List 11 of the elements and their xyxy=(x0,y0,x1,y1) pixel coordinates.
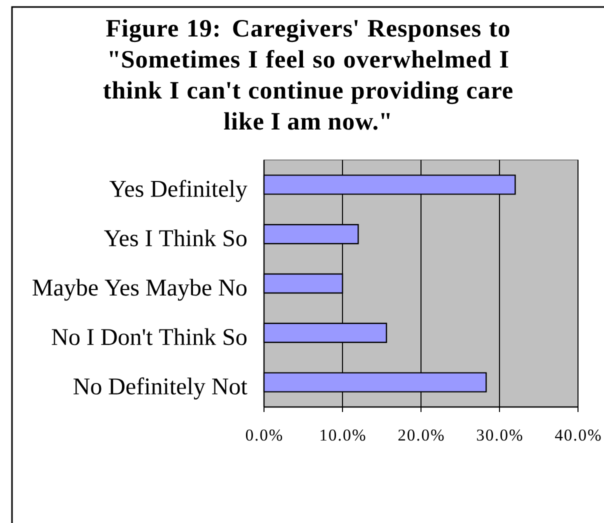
y-tick-label: Yes I Think So xyxy=(104,229,247,246)
y-tick-label: Maybe Yes Maybe No xyxy=(32,278,247,301)
x-tick-label: 30.0% xyxy=(476,430,522,441)
x-tick-label: 40.0% xyxy=(555,430,601,441)
x-tick-label: 10.0% xyxy=(320,430,366,441)
x-tick-label: 20.0% xyxy=(398,430,444,441)
x-tick-label: 0.0% xyxy=(246,430,282,441)
y-tick-label: No I Don't Think So xyxy=(52,328,247,346)
y-tick-label: No Definitely Not xyxy=(74,377,248,400)
chart-title: Figure 19: Caregivers' Responses to "Sometimes I feel so overwhelmed I think I can't continue providing care like I am now." xyxy=(103,19,512,130)
y-tick-label: Yes Definitely xyxy=(110,180,248,202)
